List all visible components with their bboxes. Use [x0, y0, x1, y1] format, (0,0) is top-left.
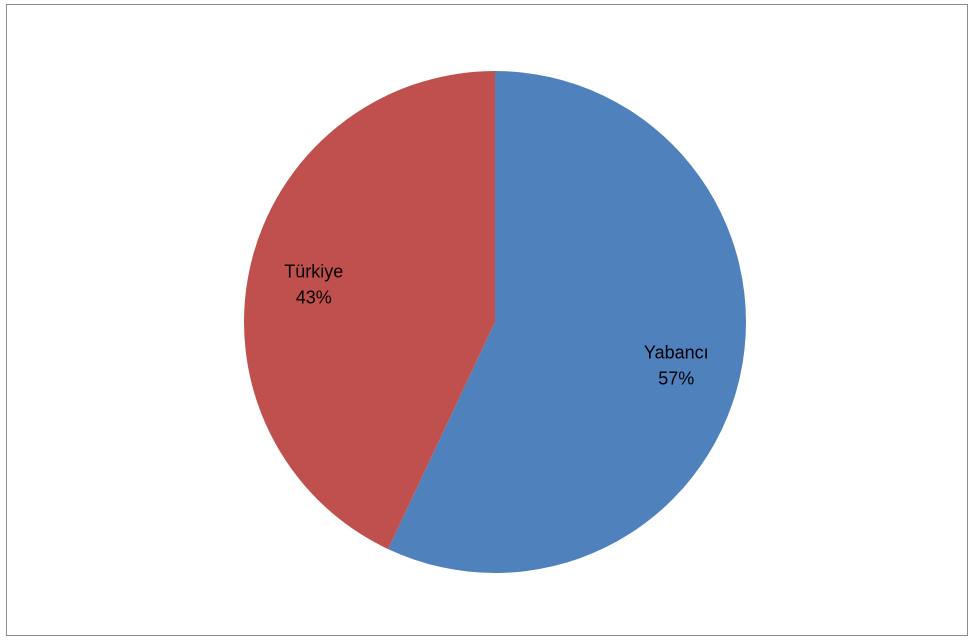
pie-slice-turkiye [243, 71, 495, 550]
data-label-percent: 43% [296, 287, 332, 307]
data-label-percent: 57% [658, 369, 694, 389]
pie-slice-yabanci [388, 71, 746, 573]
data-label-category: Yabancı [644, 343, 709, 363]
data-label-turkiye: Türkiye 43% [284, 261, 343, 307]
data-label-category: Türkiye [284, 261, 343, 281]
data-label-yabanci: Yabancı 57% [644, 343, 709, 389]
